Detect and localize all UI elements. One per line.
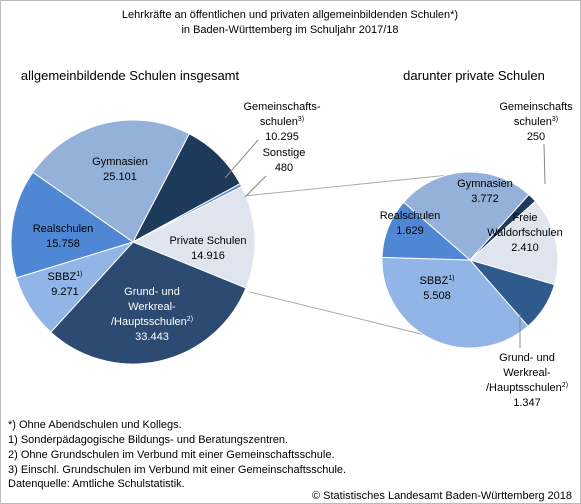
footnote: *) Ohne Abendschulen und Kollegs. xyxy=(8,419,182,431)
value-label: 480 xyxy=(275,162,293,174)
value-label: 33.443 xyxy=(135,331,169,343)
pie-title: allgemeinbildende Schulen insgesamt xyxy=(21,68,240,83)
value-label: 1.629 xyxy=(396,225,424,237)
slice-label: Gemeinschafts-schulen3) xyxy=(243,101,320,128)
pie-slice xyxy=(402,171,530,261)
slice-label: Realschulen xyxy=(33,223,94,235)
slice-label: Gemeinschafts schulen3) xyxy=(499,101,573,128)
slice-label: Sonstige xyxy=(263,147,306,159)
leader-line xyxy=(543,143,546,185)
value-label: 3.772 xyxy=(471,193,499,205)
value-label: 15.758 xyxy=(46,238,80,250)
footnote: 1) Sonderpädagogische Bildungs- und Bera… xyxy=(8,434,288,446)
value-label: 14.916 xyxy=(191,250,225,262)
source: © Statistisches Landesamt Baden-Württemb… xyxy=(312,490,572,502)
slice-label: Realschulen xyxy=(380,210,441,222)
footnote: Datenquelle: Amtliche Schulstatistik. xyxy=(8,478,185,490)
slice-label: Private Schulen xyxy=(169,235,246,247)
leader-line xyxy=(244,175,267,198)
value-label: 2.410 xyxy=(511,242,539,254)
chart-title: Lehrkräfte an öffentlichen und privaten … xyxy=(122,9,458,21)
pie-slice xyxy=(50,241,247,365)
footnote: 2) Ohne Grundschulen im Verbund mit eine… xyxy=(8,449,335,461)
pie-slice xyxy=(32,119,191,243)
value-label: 10.295 xyxy=(265,131,299,143)
slice-label: SBBZ1) xyxy=(420,275,455,287)
pie-slice xyxy=(381,201,472,261)
value-label: 1.347 xyxy=(513,397,541,409)
slice-label: SBBZ1) xyxy=(48,271,83,283)
pie-title: darunter private Schulen xyxy=(403,68,545,83)
chart-title: in Baden-Württemberg im Schuljahr 2017/1… xyxy=(181,24,398,36)
slice-label: Freie Waldorfschulen xyxy=(487,212,562,239)
pie-slice xyxy=(468,200,559,286)
pie-slice xyxy=(381,256,529,349)
value-label: 5.508 xyxy=(423,290,451,302)
leader-line xyxy=(224,139,259,179)
value-label: 25.101 xyxy=(103,171,137,183)
footnote: 3) Einschl. Grundschulen im Verbund mit … xyxy=(8,464,346,476)
slice-label: Grund- und Werkreal-/Hauptsschulen2) xyxy=(486,352,568,394)
slice-label: Gymnasien xyxy=(457,178,513,190)
value-label: 9.271 xyxy=(51,286,79,298)
slice-label: Grund- und Werkreal-/Hauptsschulen2) xyxy=(111,286,193,328)
value-label: 250 xyxy=(527,131,545,143)
connector xyxy=(243,171,479,197)
pie-slice xyxy=(131,185,256,289)
slice-label: Gymnasien xyxy=(92,156,148,168)
pie-slice xyxy=(10,171,135,279)
